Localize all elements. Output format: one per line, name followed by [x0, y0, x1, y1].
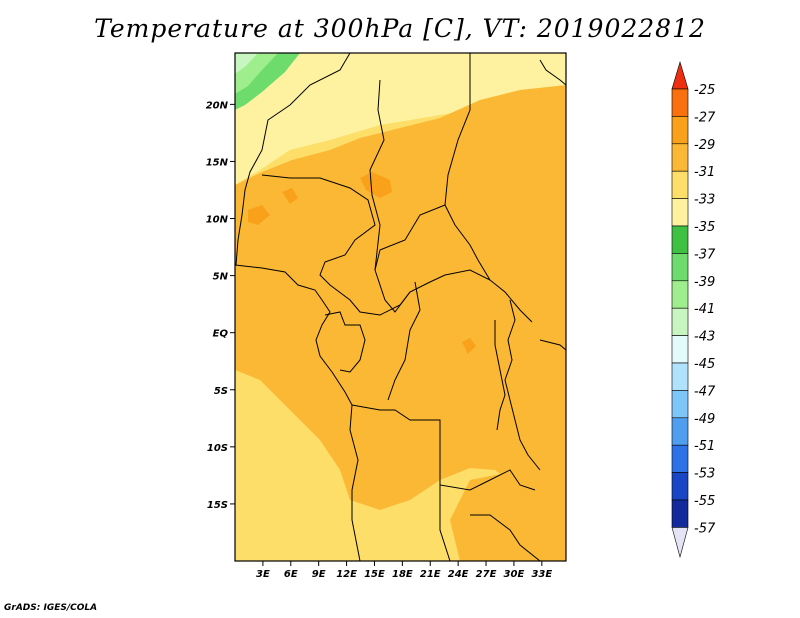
temperature-field — [235, 53, 566, 561]
y-tick-label: 5S — [214, 386, 228, 397]
colorbar-label: -39 — [694, 275, 715, 290]
map-frame — [234, 52, 567, 562]
x-tick-label: 18E — [392, 569, 413, 580]
colorbar-swatch — [671, 143, 689, 172]
x-tick-label: 6E — [284, 569, 298, 580]
y-tick-label: 15S — [207, 500, 228, 511]
colorbar-label: -51 — [694, 439, 715, 454]
colorbar-swatch — [671, 417, 689, 446]
y-tick-label: 10S — [207, 443, 228, 454]
y-tick-label: 10N — [206, 215, 229, 226]
colorbar-swatch — [671, 527, 689, 559]
colorbar-swatch — [671, 88, 689, 117]
colorbar: -25 -27 -29 -31 -33 -35 -37 -39 -41 -43 -45 -47 -49 -… — [671, 60, 716, 559]
colorbar-label: -33 — [694, 193, 715, 208]
colorbar-swatch — [671, 335, 689, 364]
colorbar-swatch — [671, 198, 689, 227]
colorbar-label: -55 — [694, 494, 715, 509]
colorbar-swatch — [671, 390, 689, 419]
colorbar-label: -29 — [694, 138, 715, 153]
credit-label: GrADS: IGES/COLA — [4, 603, 98, 613]
colorbar-swatch — [671, 499, 689, 528]
colorbar-swatch — [671, 116, 689, 145]
x-tick-label: 33E — [531, 569, 552, 580]
colorbar-swatch — [671, 444, 689, 473]
x-tick-label: 15E — [364, 569, 385, 580]
colorbar-swatch — [671, 225, 689, 254]
x-tick-label: 3E — [256, 569, 270, 580]
colorbar-swatch — [671, 60, 689, 90]
colorbar-label: -43 — [694, 330, 715, 345]
y-tick-label: EQ — [213, 329, 229, 340]
y-tick-label: 20N — [206, 100, 229, 111]
colorbar-label: -25 — [694, 83, 715, 98]
longitude-axis: 3E 6E 9E 12E 15E 18E 21E 24E 27E 30E 33E — [256, 561, 552, 580]
colorbar-label: -49 — [694, 412, 715, 427]
colorbar-swatch — [671, 307, 689, 336]
colorbar-label: -41 — [694, 302, 715, 317]
colorbar-swatch — [671, 253, 689, 282]
colorbar-label: -47 — [694, 384, 716, 399]
colorbar-label: -57 — [694, 521, 716, 536]
x-tick-label: 27E — [476, 569, 497, 580]
y-tick-label: 5N — [213, 272, 229, 283]
x-tick-label: 9E — [312, 569, 326, 580]
colorbar-label: -31 — [694, 165, 715, 180]
colorbar-label: -53 — [694, 467, 715, 482]
x-tick-label: 21E — [420, 569, 441, 580]
x-tick-label: 24E — [448, 569, 469, 580]
colorbar-swatch — [671, 280, 689, 309]
colorbar-label: -27 — [694, 110, 716, 125]
colorbar-label: -35 — [694, 220, 715, 235]
colorbar-label: -37 — [694, 247, 716, 262]
colorbar-swatch — [671, 362, 689, 391]
colorbar-swatch — [671, 472, 689, 501]
map-title: Temperature at 300hPa [C], VT: 201902281… — [94, 14, 706, 43]
y-tick-label: 15N — [206, 157, 229, 168]
x-tick-label: 30E — [504, 569, 525, 580]
x-tick-label: 12E — [336, 569, 357, 580]
latitude-axis: 20N 15N 10N 5N EQ 5S 10S 15S — [206, 100, 235, 511]
colorbar-label: -45 — [694, 357, 715, 372]
colorbar-swatch — [671, 170, 689, 199]
country-borders — [235, 53, 566, 561]
